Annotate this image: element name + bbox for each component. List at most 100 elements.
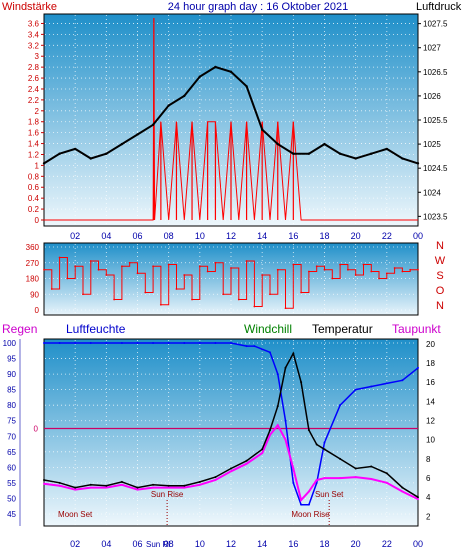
wind-direction-point: [136, 272, 139, 275]
x-tick-label: 00: [413, 231, 423, 241]
wind-direction-point: [222, 293, 225, 296]
y-tick-label-right: 1025.5: [423, 116, 448, 125]
pressure-point: [323, 142, 326, 146]
legend-taupunkt: Taupunkt: [392, 322, 441, 336]
pressure-point: [370, 152, 373, 155]
humidity-point: [370, 385, 373, 388]
y-tick-label-right: 20: [426, 340, 435, 349]
temperature-point: [284, 366, 287, 369]
dewpoint-point: [152, 486, 155, 489]
temperature-point: [105, 484, 108, 487]
temperature-point: [401, 486, 404, 489]
wind-direction-point: [284, 307, 287, 310]
temperature-point: [245, 459, 248, 462]
temperature-point: [261, 448, 264, 451]
regen-zero-label: 0: [34, 425, 39, 434]
wind-direction-point: [167, 263, 170, 266]
compass-letter: N: [436, 300, 444, 312]
humidity-point: [417, 366, 419, 369]
y-tick-label-left: 0.2: [28, 205, 40, 214]
sunrise-tick-label: Sun Ri: [146, 540, 170, 549]
humidity-point: [214, 342, 217, 344]
pressure-point: [307, 152, 311, 155]
wind-direction-point: [105, 274, 108, 276]
temperature-point: [120, 480, 123, 483]
y-tick-label-left: 0.8: [28, 172, 40, 181]
chart-title: 24 hour graph day : 16 Oktober 2021: [168, 1, 348, 13]
wind-direction-point: [276, 268, 279, 271]
dewpoint-point: [105, 486, 108, 489]
temperature-point: [292, 352, 295, 355]
wind-direction-point: [331, 277, 334, 280]
y-tick-label-right: 1024.5: [423, 164, 448, 173]
y-tick-label-left: 90: [7, 370, 16, 379]
pressure-point: [338, 152, 342, 155]
x-tick-label: 04: [101, 539, 111, 549]
y-tick-label-left: 100: [3, 339, 17, 348]
y-tick-label-left: 3: [35, 52, 40, 61]
pressure-point: [276, 142, 279, 146]
wind-direction-point: [409, 268, 412, 271]
compass-letter: W: [435, 255, 446, 267]
y-tick-label-left: 3.2: [28, 41, 40, 50]
legend-windchill: Windchill: [244, 322, 292, 336]
wind-direction-point: [43, 268, 45, 271]
wind-direction-point: [269, 293, 271, 296]
y-tick-label-right: 1026.5: [423, 68, 448, 77]
dewpoint-point: [276, 424, 279, 427]
pressure-point: [401, 157, 404, 160]
pressure-point: [151, 123, 155, 127]
humidity-point: [401, 379, 404, 382]
wind-direction-point: [121, 265, 123, 268]
wind-direction-point: [385, 272, 388, 275]
wind-direction-point: [159, 303, 162, 306]
astro-annotation: Moon Set: [58, 510, 93, 519]
wind-direction-point: [261, 274, 264, 276]
dewpoint-point: [401, 490, 404, 493]
pressure-point: [416, 162, 420, 165]
wind-direction-point: [82, 293, 84, 296]
dewpoint-point: [417, 498, 419, 501]
dewpoint-point: [74, 488, 77, 491]
dewpoint-point: [230, 470, 232, 473]
y-tick-label-right: 16: [426, 378, 435, 387]
x-tick-label: 06: [132, 231, 142, 241]
wind-direction-point: [128, 261, 131, 264]
y-tick-label-left: 2.2: [28, 96, 40, 105]
pressure-point: [105, 152, 108, 155]
humidity-point: [284, 419, 287, 422]
dewpoint-point: [354, 476, 357, 479]
wind-direction-point: [393, 267, 396, 269]
wind-direction-point: [253, 305, 256, 308]
wind-strength-label: Windstärke: [2, 1, 57, 13]
y-tick-label-left: 1: [35, 161, 40, 170]
dewpoint-point: [183, 486, 186, 489]
y-tick-label-left: 55: [7, 479, 16, 488]
humidity-point: [183, 342, 186, 344]
compass-letter: O: [436, 285, 445, 297]
humidity-point: [230, 342, 232, 344]
y-tick-label-left: 1.8: [28, 118, 40, 127]
astro-annotation: Sun Rise: [151, 490, 184, 499]
humidity-point: [152, 342, 155, 344]
temperature-point: [198, 480, 201, 483]
wind-direction-point: [346, 268, 349, 271]
pressure-point: [167, 104, 170, 107]
y-tick-label-left: 70: [7, 432, 16, 441]
wind-direction-point: [97, 268, 100, 271]
temperature-point: [152, 483, 155, 486]
y-tick-label-right: 6: [426, 474, 431, 483]
wind-direction-point: [74, 265, 77, 268]
humidity-line: [44, 342, 419, 506]
dewpoint-point: [307, 490, 310, 493]
y-tick-label-right: 1025: [423, 140, 441, 149]
pressure-point: [214, 65, 217, 69]
humidity-point: [74, 342, 77, 344]
pressure-point: [58, 152, 61, 155]
wind-direction-point: [370, 270, 373, 273]
humidity-point: [136, 342, 139, 344]
y-tick-label-right: 18: [426, 359, 435, 368]
y-tick-label-left: 0: [35, 216, 40, 225]
x-tick-label: 18: [319, 539, 329, 549]
wind-direction-point: [230, 267, 232, 269]
